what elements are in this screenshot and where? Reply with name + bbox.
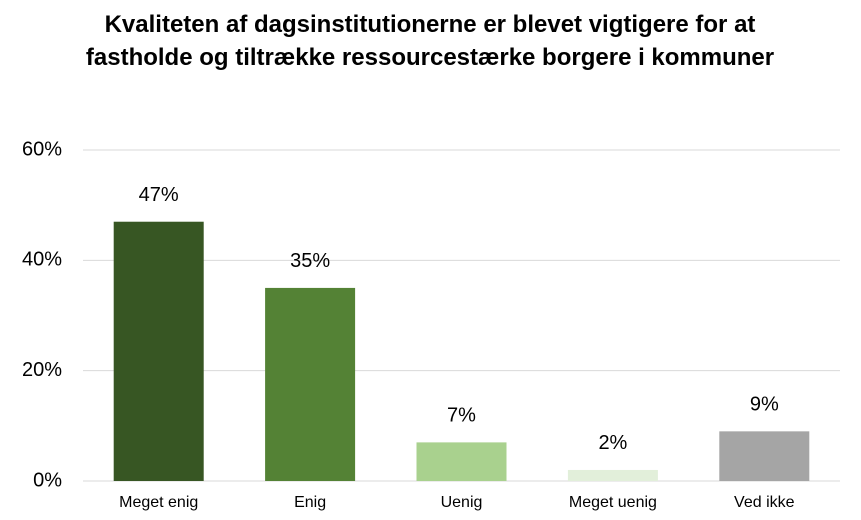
y-tick-label: 20% xyxy=(22,359,62,381)
y-tick-label: 0% xyxy=(33,469,62,491)
y-tick-label: 40% xyxy=(22,249,62,271)
y-tick-label: 60% xyxy=(22,138,62,160)
bar xyxy=(113,221,204,481)
bar xyxy=(265,287,356,481)
value-label: 2% xyxy=(598,432,627,454)
value-label: 7% xyxy=(447,405,476,427)
chart-title: Kvaliteten af dagsinstitutionerne er ble… xyxy=(85,11,775,71)
value-label: 47% xyxy=(139,184,179,206)
x-tick-label: Meget enig xyxy=(119,494,198,511)
bar xyxy=(719,431,810,481)
value-label: 35% xyxy=(290,250,330,272)
value-label: 9% xyxy=(750,394,779,416)
x-tick-label: Uenig xyxy=(441,494,483,511)
x-tick-label: Ved ikke xyxy=(734,494,795,511)
bar xyxy=(567,469,658,481)
x-tick-label: Enig xyxy=(294,494,326,511)
x-tick-label: Meget uenig xyxy=(569,494,657,511)
bar xyxy=(416,442,507,481)
